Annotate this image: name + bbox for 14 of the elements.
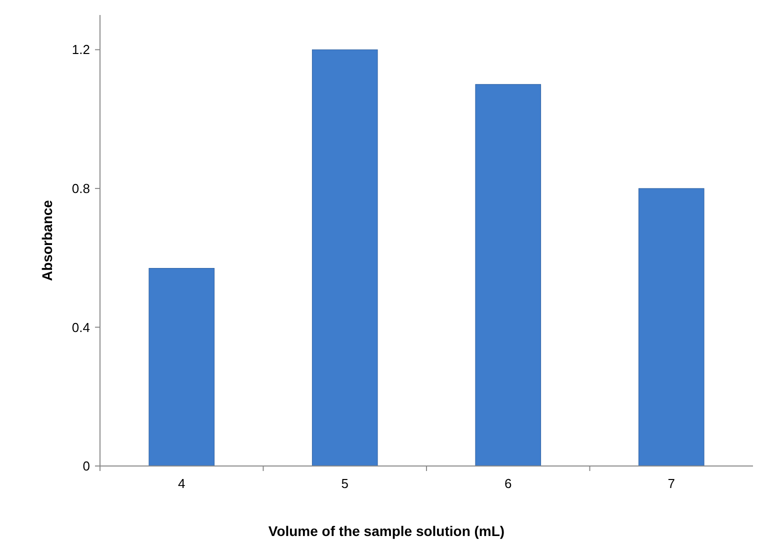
bar (475, 84, 542, 466)
y-tick-label: 0.8 (72, 181, 90, 196)
x-tick-label: 4 (178, 476, 186, 491)
x-tick-label: 5 (341, 476, 348, 491)
bar (312, 49, 378, 466)
x-axis-title: Volume of the sample solution (mL) (268, 523, 505, 539)
y-axis-title: Absorbance (39, 200, 55, 281)
y-tick-label: 0 (82, 458, 90, 474)
bar (638, 188, 704, 466)
y-tick-label: 1.2 (72, 42, 90, 58)
x-tick-label: 7 (668, 476, 675, 491)
bar (148, 268, 215, 466)
x-tick-label: 6 (504, 476, 512, 491)
y-tick-label: 0.4 (72, 320, 90, 335)
